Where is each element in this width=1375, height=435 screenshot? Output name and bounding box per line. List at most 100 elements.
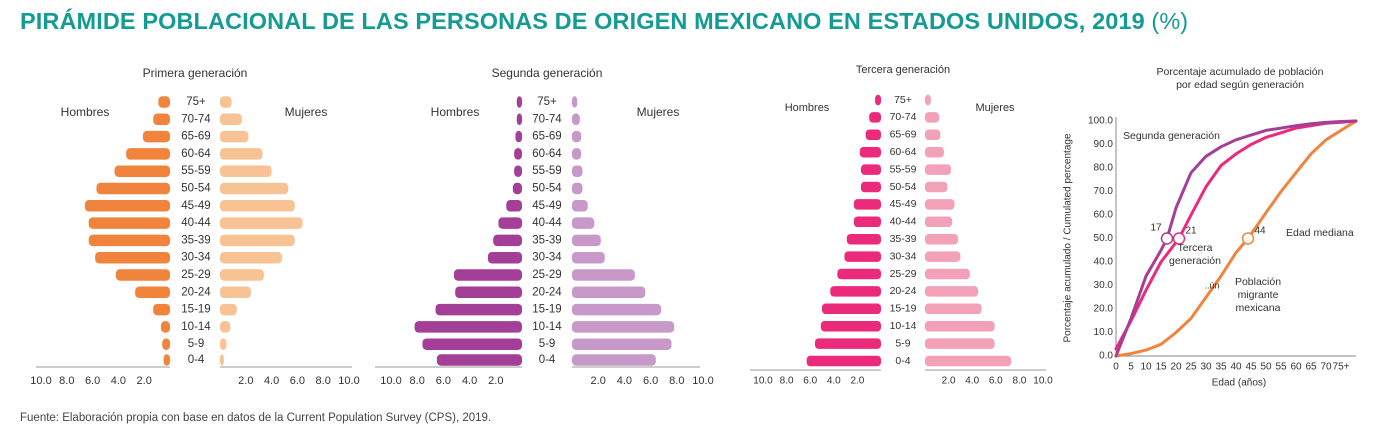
pyr1-bar-mujeres-60-64 <box>220 148 263 160</box>
cum-annot-stray: ..ún <box>1204 280 1219 290</box>
pyr2-age-label-20-24: 20-24 <box>532 286 562 298</box>
pyr2-tick-right-2: 6.0 <box>643 375 658 387</box>
pyr3-age-label-20-24: 20-24 <box>890 285 917 297</box>
pyr2-bar-hombres-75+ <box>516 96 522 108</box>
pyr3-bar-mujeres-10-14 <box>925 320 995 332</box>
cum-annot-tercera-1: Tercera <box>1177 242 1212 254</box>
pyr1-age-label-25-29: 25-29 <box>181 269 210 281</box>
pyr3-age-label-45-49: 45-49 <box>890 198 917 210</box>
pyr3-age-label-0-4: 0-4 <box>895 355 910 367</box>
cum-y-tick-2: 20.0 <box>1094 304 1114 315</box>
cum-median-label-17: 17 <box>1150 223 1162 234</box>
cum-x-tick-0: 0 <box>1113 362 1119 373</box>
cum-y-tick-0: 0.0 <box>1099 351 1113 362</box>
pyr3-bar-hombres-50-54 <box>860 181 881 193</box>
cum-median-label-44: 44 <box>1254 226 1266 237</box>
pyr2-age-label-65-69: 65-69 <box>532 131 561 143</box>
pyr1-bar-mujeres-75+ <box>220 96 232 108</box>
pyr3-age-label-30-34: 30-34 <box>890 250 917 262</box>
cum-y-tick-5: 50.0 <box>1094 233 1114 244</box>
cum-median-label-21: 21 <box>1185 226 1197 237</box>
pyr2-label-hombres: Hombres <box>431 105 480 119</box>
cum-title-line-1: Porcentaje acumulado de población <box>1157 66 1324 78</box>
pyr2-age-label-45-49: 45-49 <box>532 200 561 212</box>
pyr2-bar-hombres-15-19 <box>435 303 522 316</box>
cum-x-tick-10: 50 <box>1260 362 1272 373</box>
pyr2-age-label-15-19: 15-19 <box>532 304 561 316</box>
pyr3-tick-right-0: 2.0 <box>942 376 956 387</box>
cum-y-tick-1: 10.0 <box>1094 327 1114 338</box>
pyr2-tick-left-2: 6.0 <box>436 375 451 387</box>
chart-main-title: PIRÁMIDE POBLACIONAL DE LAS PERSONAS DE … <box>20 8 1188 35</box>
pyr1-bar-hombres-55-59 <box>114 165 170 177</box>
pyr2-tick-right-4: 10.0 <box>692 375 713 387</box>
pyr1-bar-hombres-35-39 <box>88 234 170 247</box>
cum-median-marker-1 <box>1160 232 1174 245</box>
cum-annot-migrante-3: mexicana <box>1236 302 1281 314</box>
pyr2-age-label-40-44: 40-44 <box>532 217 562 229</box>
pyr2-bar-hombres-45-49 <box>506 200 522 212</box>
pyr3-bar-hombres-60-64 <box>859 146 881 158</box>
pyr3-label-mujeres: Mujeres <box>975 102 1015 114</box>
pyr3-title: Tercera generación <box>856 64 950 76</box>
pyr2-bar-mujeres-40-44 <box>572 217 595 229</box>
pyr1-tick-left-3: 4.0 <box>111 375 126 387</box>
pyr2-bar-mujeres-65-69 <box>572 130 582 143</box>
pyr1-bar-mujeres-50-54 <box>220 182 289 195</box>
pyr3-bar-mujeres-70-74 <box>925 112 940 123</box>
pyr3-bar-mujeres-75+ <box>925 94 931 106</box>
pyr3-tick-left-3: 4.0 <box>827 376 841 387</box>
pyr3-age-label-35-39: 35-39 <box>890 233 917 245</box>
pyr2-bar-mujeres-45-49 <box>572 200 588 212</box>
pyr2-tick-right-1: 4.0 <box>617 375 632 387</box>
pyr2-age-label-60-64: 60-64 <box>532 148 562 160</box>
pyr3-bar-hombres-25-29 <box>837 268 881 280</box>
pyr1-age-label-60-64: 60-64 <box>181 148 211 160</box>
pyr2-age-label-50-54: 50-54 <box>532 183 562 195</box>
cum-x-tick-11: 55 <box>1275 362 1287 373</box>
pyr3-bar-hombres-35-39 <box>846 233 881 245</box>
pyr1-bar-mujeres-45-49 <box>220 200 295 212</box>
pyr1-bar-mujeres-65-69 <box>220 130 249 143</box>
pyr3-bar-mujeres-65-69 <box>925 129 941 141</box>
pyr3-age-label-55-59: 55-59 <box>890 163 917 175</box>
pyr2-bar-hombres-5-9 <box>422 338 522 350</box>
cum-annot-migrante-2: migrante <box>1238 289 1279 301</box>
cum-x-tick-1: 5 <box>1128 362 1134 373</box>
pyr2-age-label-5-9: 5-9 <box>539 338 556 350</box>
pyr2-bar-mujeres-0-4 <box>572 354 656 366</box>
pyr1-age-label-10-14: 10-14 <box>181 321 211 333</box>
pyr2-bar-mujeres-20-24 <box>572 286 646 299</box>
pyr3-tick-left-0: 10.0 <box>753 376 773 387</box>
pyr1-bar-hombres-75+ <box>158 96 170 108</box>
pyr3-age-label-25-29: 25-29 <box>890 268 917 280</box>
pyr1-bar-mujeres-35-39 <box>220 234 295 247</box>
pyr3-bar-mujeres-45-49 <box>925 199 955 210</box>
pyr3-tick-left-1: 8.0 <box>780 376 794 387</box>
cum-annot-tercera-2: generación <box>1169 255 1221 267</box>
pyr3-bar-hombres-45-49 <box>853 199 881 210</box>
main-title-unit: (%) <box>1151 8 1189 34</box>
pyr3-age-label-65-69: 65-69 <box>890 129 917 141</box>
cum-annot-migrante-1: Población <box>1235 276 1281 288</box>
pyr3-age-label-60-64: 60-64 <box>890 146 917 158</box>
cum-x-tick-6: 30 <box>1200 362 1212 373</box>
pyr2-bar-hombres-40-44 <box>498 217 522 229</box>
pyr2-bar-mujeres-5-9 <box>572 338 672 350</box>
pyr3-bar-mujeres-60-64 <box>925 146 944 158</box>
cum-x-tick-9: 45 <box>1245 362 1257 373</box>
cum-x-tick-3: 15 <box>1155 362 1167 373</box>
pyr1-label-hombres: Hombres <box>61 105 110 119</box>
pyr1-bar-hombres-70-74 <box>153 113 170 126</box>
cum-line-3 <box>1114 119 1358 358</box>
pyr3-tick-right-2: 6.0 <box>989 376 1003 387</box>
pyr1-age-label-30-34: 30-34 <box>181 252 211 264</box>
pyr3-age-label-40-44: 40-44 <box>890 216 917 228</box>
pyr1-age-label-0-4: 0-4 <box>188 354 205 366</box>
pyr2-tick-left-4: 2.0 <box>488 375 503 387</box>
cum-x-tick-7: 35 <box>1215 362 1227 373</box>
pyr2-bar-hombres-20-24 <box>455 286 522 299</box>
pyr1-tick-right-3: 8.0 <box>316 375 331 387</box>
pyr1-bar-hombres-60-64 <box>126 148 170 160</box>
pyr3-age-label-10-14: 10-14 <box>890 320 917 332</box>
